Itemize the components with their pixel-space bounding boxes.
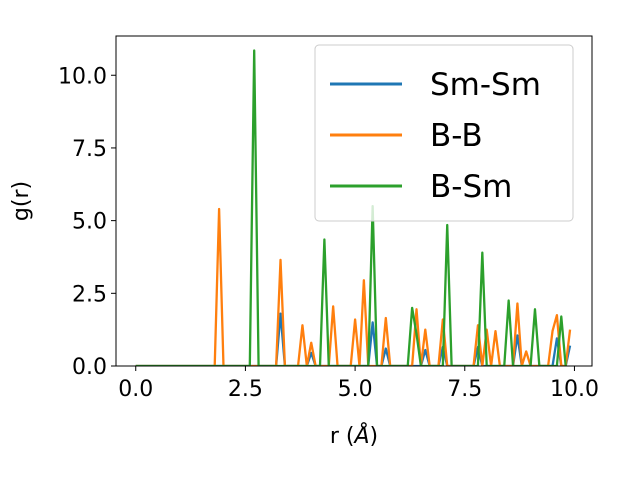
y-tick-label: 0.0 [72, 355, 107, 380]
y-tick-label: 7.5 [72, 137, 107, 162]
legend-box [314, 44, 574, 222]
y-axis: 0.0 2.5 5.0 7.5 10.0 [58, 64, 116, 380]
series-line-sm-sm [135, 312, 572, 366]
series-line-b-b [135, 207, 572, 366]
series-line-b-sm [135, 49, 567, 366]
x-axis-label-close: ) [370, 424, 379, 449]
y-tick-label: 10.0 [58, 64, 107, 89]
y-axis-label: g(r) [9, 181, 34, 221]
legend: Sm-Sm B-B B-Sm [314, 44, 574, 222]
x-axis-label: r (Å) [330, 422, 378, 449]
x-tick-label: 10.0 [550, 377, 599, 402]
x-axis-label-text: r ( [330, 424, 355, 449]
x-tick-label: 2.5 [228, 377, 263, 402]
x-axis: 0.0 2.5 5.0 7.5 10.0 [118, 366, 599, 402]
legend-label: B-B [430, 118, 483, 154]
y-tick-label: 5.0 [72, 210, 107, 235]
x-tick-label: 7.5 [447, 377, 482, 402]
legend-label: B-Sm [430, 169, 512, 205]
x-tick-label: 0.0 [118, 377, 153, 402]
legend-label: Sm-Sm [430, 67, 541, 103]
series-layer [135, 49, 572, 366]
y-tick-label: 2.5 [72, 282, 107, 307]
x-axis-label-unit: Å [352, 422, 369, 449]
plot-frame [115, 35, 593, 367]
x-tick-label: 5.0 [338, 377, 373, 402]
